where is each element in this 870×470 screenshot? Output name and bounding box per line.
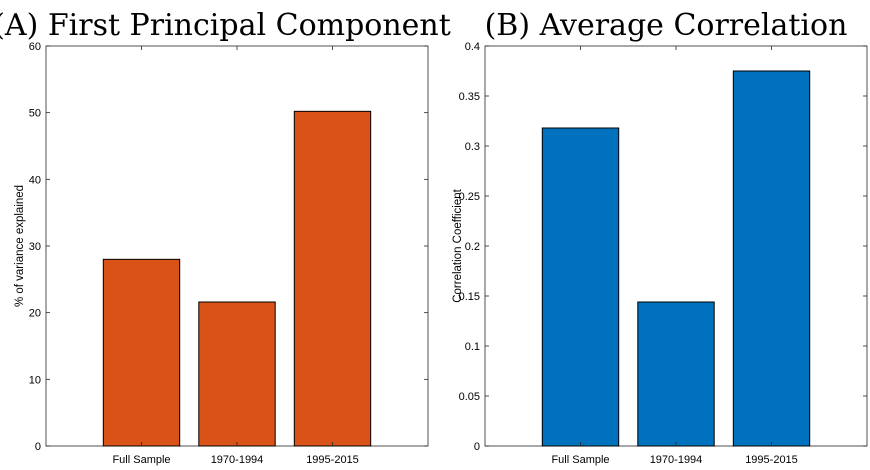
y-tick-label: 0.35 <box>459 91 480 103</box>
y-tick-label: 60 <box>29 41 41 53</box>
bars <box>102 110 372 447</box>
panel-b-average-correlation: (B) Average Correlation Correlation Coef… <box>452 8 868 466</box>
x-tick-label: 1970-1994 <box>211 454 264 466</box>
y-tick-label: 40 <box>29 174 41 186</box>
y-axis-label: Correlation Coefficient <box>452 188 464 302</box>
y-tick-label: 0.3 <box>465 141 480 153</box>
x-tick-label: 1970-1994 <box>650 454 703 466</box>
x-tick-label: 1995-2015 <box>745 454 798 466</box>
y-tick-label: 0 <box>35 441 41 453</box>
chart-title: (B) Average Correlation <box>485 8 848 43</box>
bar-1995-2015 <box>293 110 372 447</box>
bar-full-sample <box>102 258 181 447</box>
bar-1970-1994 <box>198 301 276 447</box>
y-ticks: 0 10 20 30 40 50 60 <box>29 41 428 453</box>
y-tick-label: 0.25 <box>459 191 480 203</box>
x-tick-label: Full Sample <box>112 454 170 466</box>
y-tick-label: 0.4 <box>465 41 480 53</box>
y-axis-label: % of variance explained <box>14 185 26 307</box>
y-tick-label: 30 <box>29 241 41 253</box>
y-tick-label: 0.2 <box>465 241 480 253</box>
bar-full-sample <box>541 127 620 447</box>
x-ticks: Full Sample 1970-1994 1995-2015 <box>112 46 359 466</box>
y-tick-label: 10 <box>29 374 41 386</box>
x-tick-label: Full Sample <box>551 454 609 466</box>
bars <box>541 70 811 447</box>
x-tick-label: 1995-2015 <box>306 454 359 466</box>
bar-1970-1994 <box>637 301 715 447</box>
y-tick-label: 0.1 <box>465 341 480 353</box>
y-tick-label: 20 <box>29 308 41 320</box>
y-tick-label: 0.15 <box>459 291 480 303</box>
panel-a-first-principal-component: (A) First Principal Component % of varia… <box>0 8 451 466</box>
y-tick-label: 0.05 <box>459 391 480 403</box>
chart-title: (A) First Principal Component <box>0 8 451 43</box>
y-ticks: 0 0.05 0.1 0.15 0.2 0.25 0.3 0.35 0.4 <box>459 41 867 453</box>
x-ticks: Full Sample 1970-1994 1995-2015 <box>551 46 798 466</box>
bar-1995-2015 <box>732 70 811 447</box>
y-tick-label: 50 <box>29 108 41 120</box>
y-tick-label: 0 <box>474 441 480 453</box>
